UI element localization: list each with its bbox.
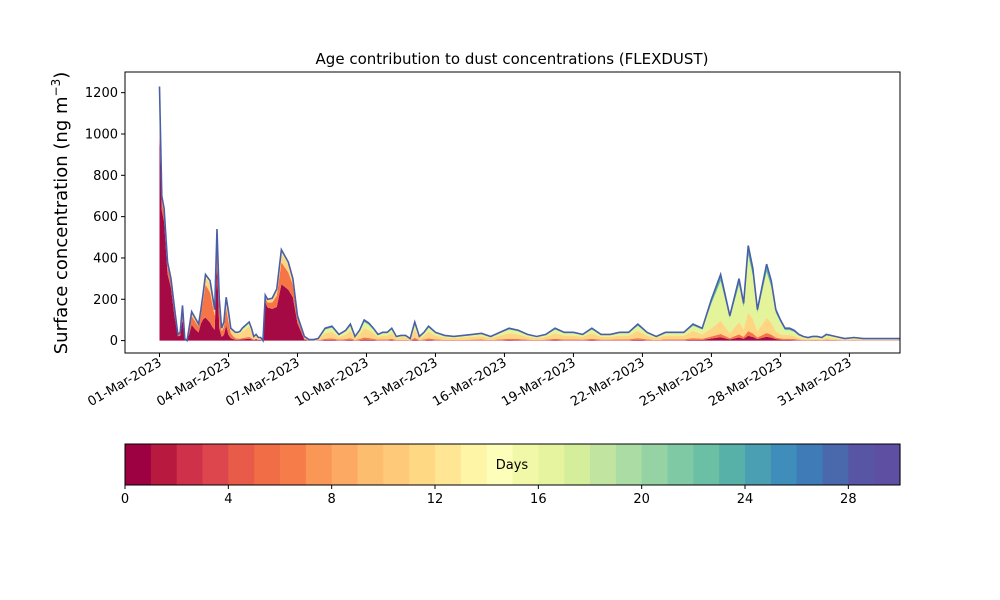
colorbar-tick-label-16: 16 — [530, 492, 547, 507]
x-tick-label-13: 13-Mar-2023 — [361, 355, 440, 409]
colorbar-segment-18 — [590, 444, 617, 485]
colorbar — [124, 443, 901, 486]
x-tick-label-28: 28-Mar-2023 — [706, 355, 785, 409]
colorbar-segment-14 — [486, 444, 514, 485]
colorbar-segment-9 — [357, 444, 384, 485]
x-tick-label-22: 22-Mar-2023 — [568, 355, 647, 409]
x-tick-label-7: 07-Mar-2023 — [223, 355, 302, 409]
colorbar-segment-16 — [538, 444, 565, 485]
colorbar-segment-19 — [615, 444, 643, 485]
y-tick-label-800: 800 — [93, 169, 118, 184]
y-axis-label-exponent: −3 — [49, 79, 63, 97]
colorbar-segment-7 — [305, 444, 333, 485]
area-band-4-8 — [159, 104, 900, 341]
colorbar-segment-13 — [460, 444, 488, 485]
x-tick-label-4: 04-Mar-2023 — [154, 355, 233, 409]
colorbar-segment-29 — [874, 444, 901, 485]
y-tick-label-1200: 1200 — [85, 86, 118, 101]
stacked-area-layers — [159, 86, 900, 341]
area-band-0-4 — [159, 129, 900, 341]
y-tick-label-200: 200 — [93, 293, 118, 308]
colorbar-tick-label-28: 28 — [840, 492, 857, 507]
colorbar-segment-15 — [512, 444, 539, 485]
y-tick-label-0: 0 — [110, 334, 118, 349]
colorbar-segment-17 — [564, 444, 591, 485]
colorbar-segment-12 — [435, 444, 462, 485]
colorbar-segment-5 — [254, 444, 281, 485]
colorbar-tick-label-24: 24 — [737, 492, 754, 507]
x-tick-label-31: 31-Mar-2023 — [775, 355, 854, 409]
total-outline-layer — [158, 86, 900, 343]
colorbar-segment-27 — [822, 444, 849, 485]
colorbar-label: Days — [496, 458, 529, 473]
colorbar-segment-23 — [719, 444, 746, 485]
colorbar-tick-label-4: 4 — [224, 492, 232, 507]
colorbar-segment-4 — [228, 444, 255, 485]
y-axis-label-main: Surface concentration (ng m — [51, 96, 72, 354]
chart-title: Age contribution to dust concentrations … — [316, 50, 709, 68]
colorbar-frame — [124, 443, 901, 486]
y-tick-label-600: 600 — [93, 210, 118, 225]
colorbar-segment-6 — [280, 444, 307, 485]
colorbar-segment-1 — [150, 444, 178, 485]
colorbar-segment-22 — [693, 444, 720, 485]
colorbar-segment-26 — [796, 444, 824, 485]
colorbar-tick-label-8: 8 — [328, 492, 336, 507]
colorbar-segment-10 — [383, 444, 410, 485]
y-axis-label-close: ) — [51, 72, 72, 79]
colorbar-tick-label-0: 0 — [121, 492, 129, 507]
colorbar-segment-11 — [409, 444, 436, 485]
colorbar-axis: 0 4 8 12 16 20 24 28 — [121, 485, 857, 507]
colorbar-segment-25 — [770, 444, 798, 485]
colorbar-segment-3 — [202, 444, 229, 485]
colorbar-segment-2 — [176, 444, 204, 485]
total-outline — [158, 86, 900, 343]
colorbar-segment-28 — [848, 444, 875, 485]
x-tick-label-16: 16-Mar-2023 — [430, 355, 509, 409]
y-tick-label-1000: 1000 — [85, 127, 118, 142]
colorbar-tick-label-12: 12 — [427, 492, 444, 507]
colorbar-segment-24 — [745, 444, 772, 485]
x-tick-label-25: 25-Mar-2023 — [637, 355, 716, 409]
x-axis: 01-Mar-202304-Mar-202307-Mar-202310-Mar-… — [85, 353, 854, 410]
colorbar-segment-0 — [125, 444, 152, 485]
x-tick-label-10: 10-Mar-2023 — [292, 355, 371, 409]
y-axis: 0 200 400 600 800 1000 1200 — [85, 86, 125, 349]
y-axis-label: Surface concentration (ng m−3) — [49, 72, 72, 355]
colorbar-segment-8 — [331, 444, 359, 485]
colorbar-tick-label-20: 20 — [633, 492, 650, 507]
x-tick-label-19: 19-Mar-2023 — [499, 355, 578, 409]
colorbar-segment-21 — [667, 444, 694, 485]
colorbar-segment-20 — [641, 444, 669, 485]
y-tick-label-400: 400 — [93, 251, 118, 266]
plot-frame — [124, 71, 901, 354]
x-tick-label-1: 01-Mar-2023 — [85, 355, 164, 409]
